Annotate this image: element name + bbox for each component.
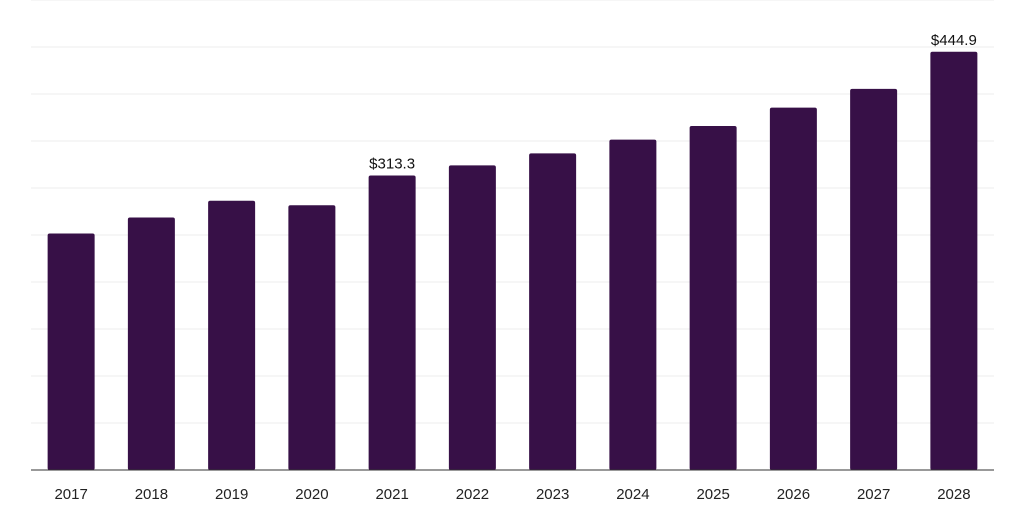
bar-2019[interactable] — [208, 200, 256, 470]
x-tick-label: 2024 — [616, 486, 649, 503]
x-tick-label: 2025 — [696, 486, 729, 503]
x-tick-label: 2021 — [375, 486, 408, 503]
bar-2025[interactable] — [689, 125, 737, 471]
bar-2026[interactable] — [769, 107, 817, 470]
bar-2028[interactable] — [930, 51, 978, 470]
bars — [47, 51, 978, 471]
x-tick-labels: 2017 2018 2019 2020 2021 2022 2023 2024 2025 2026… — [54, 486, 970, 503]
data-label: $313.3 — [369, 155, 415, 172]
x-tick-label: 2027 — [857, 486, 890, 503]
x-tick-label: 2019 — [215, 486, 248, 503]
data-labels: $313.3 $444.9 — [369, 32, 977, 173]
bar-2018[interactable] — [127, 217, 175, 470]
bar-2017[interactable] — [47, 233, 95, 470]
bar-2020[interactable] — [288, 205, 336, 470]
bar-2022[interactable] — [448, 165, 496, 470]
x-tick-label: 2028 — [937, 486, 970, 503]
x-tick-label: 2022 — [456, 486, 489, 503]
bar-2024[interactable] — [609, 139, 657, 470]
x-tick-label: 2026 — [777, 486, 810, 503]
x-tick-label: 2018 — [135, 486, 168, 503]
data-label: $444.9 — [931, 32, 977, 49]
x-tick-label: 2017 — [54, 486, 87, 503]
gridlines — [31, 0, 994, 424]
x-tick-label: 2020 — [295, 486, 328, 503]
bar-2027[interactable] — [850, 88, 898, 470]
bar-2023[interactable] — [529, 153, 577, 470]
bar-2021[interactable] — [368, 175, 416, 471]
x-tick-label: 2023 — [536, 486, 569, 503]
